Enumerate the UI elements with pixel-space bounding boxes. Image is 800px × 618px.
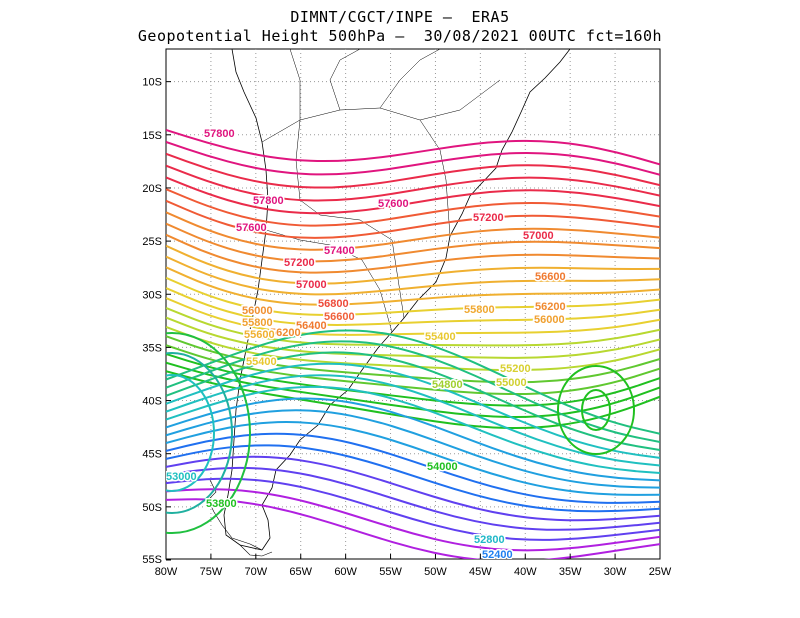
lat-tick-label: 50S	[142, 502, 162, 514]
contour-label: 57000	[296, 279, 327, 291]
contour-line	[166, 477, 660, 541]
contour-line	[166, 374, 660, 467]
contour-label: 54800	[432, 379, 463, 391]
chart-subtitle: Geopotential Height 500hPa – 30/08/2021 …	[137, 27, 663, 45]
contour-line	[166, 316, 660, 359]
lon-tick-label: 65W	[289, 566, 312, 578]
lat-tick-label: 10S	[142, 77, 162, 89]
contour-line	[166, 385, 660, 475]
contour-label: 55800	[464, 304, 495, 316]
contour-label: 55800	[242, 317, 273, 329]
contour-label: 56200	[270, 327, 301, 339]
chart-title: DIMNT/CGCT/INPE – ERA5	[290, 8, 510, 26]
lon-tick-label: 25W	[649, 566, 672, 578]
contour-label: 56000	[534, 314, 565, 326]
contour-label: 56600	[535, 271, 566, 283]
contour-line	[166, 152, 660, 189]
contour-line	[166, 340, 660, 443]
contour-line	[166, 455, 660, 522]
contour-label: 54000	[427, 461, 458, 473]
contour-line	[166, 397, 660, 482]
lon-tick-label: 30W	[604, 566, 627, 578]
contour-labels: 57800 57800 57600 57600 57400 57200 57200 57000…	[166, 127, 567, 561]
contour-line	[166, 244, 660, 285]
contour-label: 57600	[378, 198, 409, 210]
contour-label: 55400	[246, 356, 277, 368]
contour-label: 57800	[253, 195, 284, 207]
contour-line	[166, 306, 660, 347]
lat-tick-label: 15S	[142, 130, 162, 142]
contour-label: 55600	[244, 329, 275, 341]
contour-line	[166, 266, 660, 306]
contour-line	[166, 498, 660, 559]
contour-label: 56800	[318, 298, 349, 310]
lat-tick-label: 35S	[142, 342, 162, 354]
contour-label: 55400	[425, 331, 456, 343]
contour-line	[166, 233, 660, 274]
lon-tick-label: 80W	[155, 566, 178, 578]
lon-tick-label: 45W	[469, 566, 492, 578]
contour-line	[166, 140, 660, 176]
contour-line	[166, 199, 660, 239]
lat-tick-label: 40S	[142, 396, 162, 408]
contour-line	[166, 211, 660, 251]
map-frame	[165, 48, 661, 560]
lon-tick-label: 40W	[514, 566, 537, 578]
closed-contour	[166, 352, 233, 514]
lat-tick-label: 20S	[142, 183, 162, 195]
contour-label: 56000	[242, 305, 273, 317]
contour-label: 57400	[324, 245, 355, 257]
contour-line	[166, 326, 660, 372]
lat-tick-label: 55S	[142, 554, 162, 566]
contour-line	[166, 164, 660, 202]
contour-label: 52800	[474, 534, 505, 546]
lon-tick-label: 35W	[559, 566, 582, 578]
coastlines	[207, 49, 571, 557]
contour-label: 57800	[204, 128, 235, 140]
contour-label: 56400	[296, 320, 327, 332]
contour-line	[166, 466, 660, 531]
contour-line	[166, 362, 660, 459]
contour-line	[166, 255, 660, 296]
contour-line	[166, 297, 660, 336]
lat-tick-label: 25S	[142, 236, 162, 248]
contour-label: 57600	[236, 222, 267, 234]
lon-tick-label: 75W	[200, 566, 223, 578]
lon-tick-label: 60W	[334, 566, 357, 578]
contour-line	[166, 222, 660, 263]
contour-line	[166, 351, 660, 452]
contour-label: 55000	[496, 377, 527, 389]
closed-contour	[557, 365, 635, 455]
contour-line	[166, 176, 660, 215]
contour-line	[166, 488, 660, 552]
contour-label: 55200	[500, 363, 531, 375]
contour-label: 57200	[473, 212, 504, 224]
closed-contour	[166, 332, 251, 534]
contour-line	[166, 188, 660, 227]
contour-label: 57200	[284, 257, 315, 269]
lon-tick-label: 55W	[379, 566, 402, 578]
contour-label: 53000	[166, 471, 197, 483]
contour-line	[166, 361, 660, 419]
contour-label: 57000	[523, 230, 554, 242]
contour-line	[166, 276, 660, 316]
lat-tick-label: 45S	[142, 449, 162, 461]
lat-tick-label: 30S	[142, 289, 162, 301]
closed-contour	[581, 389, 611, 431]
contour-label: 52400	[482, 549, 513, 561]
lon-tick-label: 70W	[245, 566, 268, 578]
contour-line	[166, 329, 660, 435]
lon-tick-label: 50W	[424, 566, 447, 578]
contour-line	[166, 129, 660, 166]
contour-label: 53800	[206, 498, 237, 510]
closed-contour	[166, 374, 215, 492]
contour-label: 56600	[324, 311, 355, 323]
contour-label: 56200	[535, 301, 566, 313]
geopotential-contours	[166, 129, 660, 559]
contour-line	[166, 287, 660, 326]
